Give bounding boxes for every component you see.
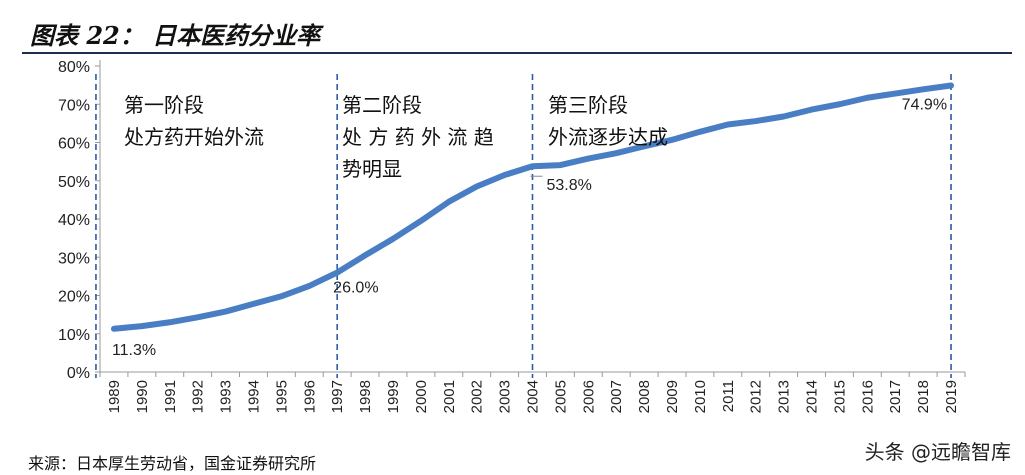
x-tick-label: 2006 — [580, 380, 597, 413]
x-tick-label: 2018 — [915, 380, 932, 413]
data-point — [446, 199, 451, 204]
data-point — [669, 137, 675, 143]
y-tick-label: 80% — [58, 59, 90, 76]
x-tick-label: 2017 — [887, 380, 904, 413]
y-tick-label: 30% — [58, 250, 90, 267]
x-tick-label: 2009 — [664, 380, 681, 413]
y-tick-label: 20% — [58, 289, 90, 306]
data-point — [279, 294, 284, 299]
data-point — [195, 315, 200, 320]
x-tick-label: 2013 — [776, 380, 793, 413]
data-point — [865, 95, 870, 100]
data-point — [334, 270, 340, 275]
data-point — [418, 218, 424, 224]
data-point — [390, 236, 396, 242]
x-tick-label: 2002 — [469, 380, 486, 413]
x-tick-label: 2007 — [608, 380, 625, 413]
x-tick-label: 2005 — [552, 380, 569, 413]
data-point — [223, 309, 228, 314]
data-point — [530, 164, 535, 169]
x-tick-label: 1999 — [385, 380, 402, 413]
y-tick-label: 40% — [58, 212, 90, 229]
data-point — [307, 283, 312, 289]
data-point — [641, 144, 647, 149]
data-point — [809, 107, 814, 112]
x-tick-label: 1995 — [273, 380, 290, 413]
stage-annotation-line: 第一阶段 — [124, 93, 204, 117]
x-tick-label: 1997 — [329, 380, 346, 413]
x-tick-label: 2011 — [720, 380, 737, 412]
x-tick-label: 2001 — [441, 380, 458, 413]
x-tick-label: 2016 — [859, 380, 876, 413]
stage-annotation-line: 第二阶段 — [342, 93, 422, 117]
x-tick-label: 1992 — [190, 380, 207, 413]
chart-title: 图表 22： 日本医药分业率 — [30, 21, 321, 50]
y-tick-label: 50% — [58, 174, 90, 191]
x-tick-label: 1990 — [134, 380, 151, 413]
data-point — [781, 114, 786, 119]
data-point — [167, 320, 172, 325]
stage-annotation-line: 外流逐步达成 — [548, 125, 668, 149]
data-point — [614, 151, 619, 156]
stage-annotation-line: 第三阶段 — [548, 93, 628, 117]
x-tick-label: 2010 — [692, 380, 709, 413]
watermark: 头条 @远瞻智库 — [864, 440, 1011, 464]
x-tick-label: 2015 — [831, 380, 848, 413]
data-point — [837, 102, 842, 107]
x-tick-label: 1989 — [106, 380, 123, 413]
y-tick-label: 0% — [67, 365, 90, 382]
x-tick-label: 2004 — [525, 380, 542, 413]
data-label: 26.0% — [333, 280, 378, 297]
data-point — [139, 323, 145, 329]
data-point — [920, 87, 926, 92]
data-label: 53.8% — [547, 177, 592, 194]
x-tick-label: 2014 — [804, 380, 821, 413]
stage-annotation-line: 处 方 药 外 流 趋 — [342, 125, 494, 149]
data-point — [558, 162, 563, 168]
x-tick-label: 1991 — [162, 380, 179, 413]
x-tick-label: 1994 — [245, 380, 262, 413]
data-label: 11.3% — [112, 342, 156, 359]
data-point — [948, 83, 954, 88]
stage-annotation-line: 势明显 — [342, 157, 402, 181]
data-point — [251, 301, 256, 307]
data-label: 74.9% — [902, 97, 947, 114]
y-tick-label: 70% — [58, 97, 90, 114]
x-tick-label: 1996 — [301, 380, 318, 413]
y-tick-label: 60% — [58, 136, 90, 153]
data-point — [697, 129, 703, 134]
x-tick-label: 2000 — [413, 380, 430, 413]
data-point — [725, 122, 731, 127]
data-point — [753, 118, 758, 124]
y-tick-label: 10% — [58, 327, 90, 344]
x-tick-label: 1998 — [357, 380, 374, 413]
x-tick-label: 2012 — [748, 380, 765, 413]
x-tick-label: 2008 — [636, 380, 653, 413]
source-note: 来源：日本厚生劳动省，国金证券研究所 — [28, 454, 317, 473]
data-point — [502, 172, 507, 178]
data-point — [474, 184, 479, 189]
x-tick-label: 2003 — [497, 380, 514, 413]
data-point — [362, 253, 368, 258]
data-point — [893, 91, 898, 96]
stage-annotation-line: 处方药开始外流 — [124, 125, 264, 149]
x-tick-label: 2019 — [943, 380, 960, 413]
x-tick-label: 1993 — [218, 380, 235, 413]
data-point — [111, 326, 117, 331]
data-point — [586, 156, 591, 161]
title-bar: 图表 22： 日本医药分业率 — [22, 8, 1012, 54]
